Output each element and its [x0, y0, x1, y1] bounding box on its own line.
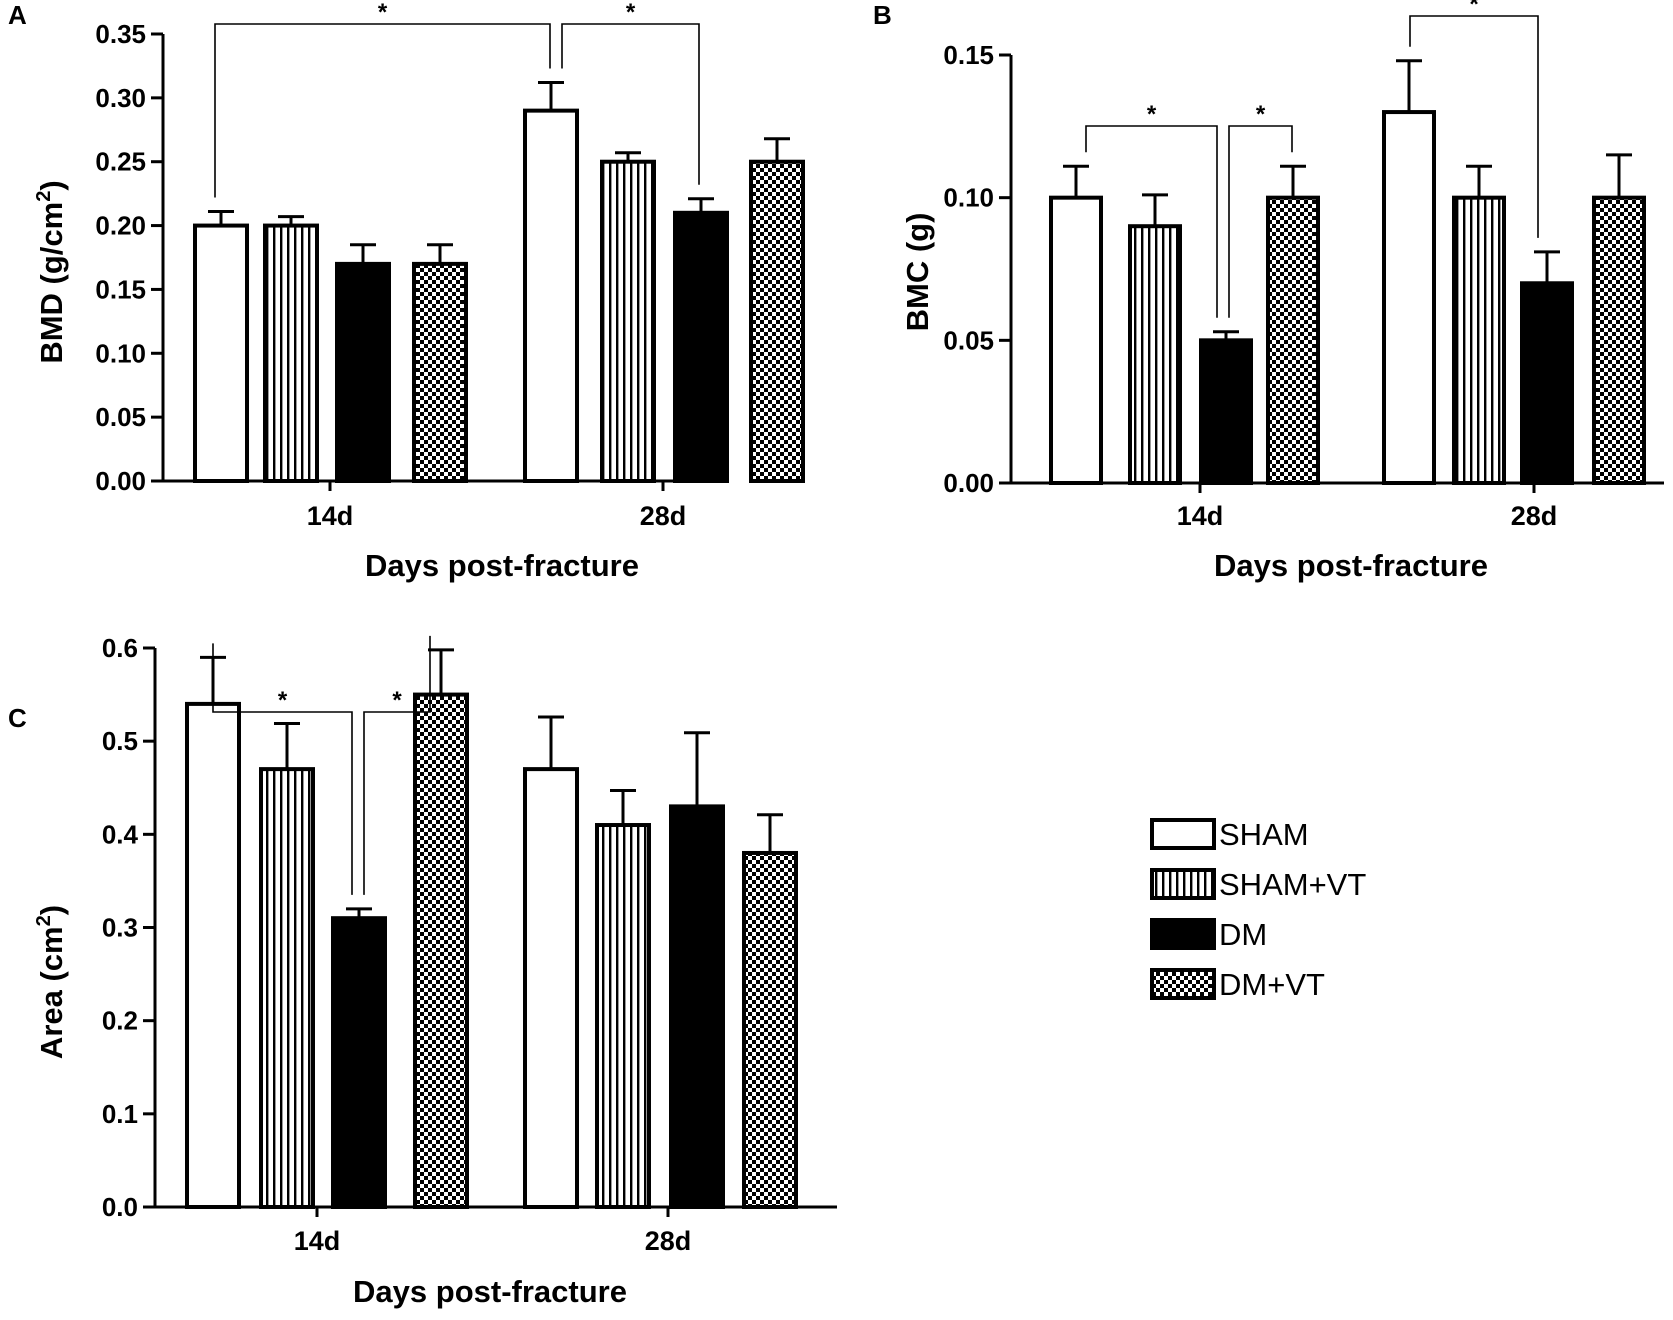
bar-dm-vt-14d: [412, 261, 468, 483]
y-tick-label: 0.05: [95, 402, 146, 432]
y-tick-label: 0.00: [943, 468, 994, 498]
bar-sham-vt-14d: [259, 767, 315, 1209]
y-tick-label: 0.2: [102, 1006, 138, 1036]
bar-sham-vt-28d: [1452, 195, 1506, 486]
legend-label: DM+VT: [1219, 967, 1325, 1002]
bar-dm-14d: [331, 916, 387, 1210]
bar-dm-28d: [669, 804, 725, 1210]
legend-item-sham-vt: SHAM+VT: [1150, 867, 1366, 902]
legend-swatch: [1150, 818, 1216, 850]
panel-label: A: [8, 0, 27, 30]
legend-label: SHAM+VT: [1219, 867, 1366, 902]
y-tick-label: 0.4: [102, 819, 139, 849]
chart-a: A 0.00 0.05 0.10 0.15 0.20 0.25 0.30 0.35 14d 28dD…: [8, 0, 805, 583]
y-tick-label: 0.30: [95, 83, 146, 113]
significance-star: *: [1256, 101, 1266, 128]
x-tick-label: 28d: [1511, 501, 1558, 531]
significance-star: *: [278, 687, 288, 714]
legend-swatch: [1150, 968, 1216, 1000]
bar-sham-vt-28d: [600, 159, 656, 483]
bar-sham-vt-14d: [1128, 224, 1182, 485]
y-axis-label: BMD (g/cm2): [33, 180, 69, 363]
bar-dm-14d: [1199, 338, 1253, 486]
y-tick-label: 0.00: [95, 466, 146, 496]
legend: SHAM SHAM+VT DM DM+VT: [1150, 817, 1366, 1002]
bar-sham-14d: [193, 223, 249, 483]
y-tick-label: 0.0: [102, 1192, 138, 1222]
y-tick-label: 0.25: [95, 147, 146, 177]
bar-sham-28d: [523, 767, 579, 1209]
significance-star: *: [378, 0, 388, 26]
y-tick-label: 0.10: [943, 183, 994, 213]
bar-dm-vt-14d: [1266, 195, 1320, 486]
bar-dm-14d: [335, 261, 391, 483]
bar-sham-vt-14d: [263, 223, 319, 483]
y-tick-label: 0.15: [943, 40, 994, 70]
x-tick-label: 14d: [1177, 501, 1224, 531]
bar-dm-28d: [673, 210, 729, 484]
legend-swatch: [1150, 918, 1216, 950]
y-tick-label: 0.15: [95, 274, 146, 304]
legend-label: DM: [1219, 917, 1267, 952]
x-axis-label: Days post-fracture: [1214, 548, 1488, 583]
y-tick-label: 0.1: [102, 1099, 138, 1129]
bar-dm-vt-28d: [749, 159, 805, 483]
significance-star: *: [1469, 0, 1479, 18]
x-axis-label: Days post-fracture: [353, 1274, 627, 1309]
significance-bracket: [1409, 15, 1539, 238]
x-axis-label: Days post-fracture: [365, 548, 639, 583]
significance-bracket: [214, 23, 551, 198]
significance-bracket: [363, 635, 431, 895]
legend-item-dm: DM: [1150, 917, 1267, 952]
y-tick-label: 0.10: [95, 338, 146, 368]
x-tick-label: 28d: [645, 1226, 692, 1256]
significance-star: *: [626, 0, 636, 26]
y-tick-label: 0.35: [95, 19, 146, 49]
bar-sham-28d: [523, 108, 579, 483]
significance-star: *: [1147, 101, 1157, 128]
bar-sham-28d: [1382, 110, 1436, 485]
panel-label: C: [8, 703, 27, 733]
y-tick-label: 0.3: [102, 913, 138, 943]
bar-sham-14d: [185, 701, 241, 1210]
legend-label: SHAM: [1219, 817, 1309, 852]
y-tick-label: 0.05: [943, 325, 994, 355]
bar-dm-28d: [1520, 281, 1574, 485]
significance-bracket: [1228, 125, 1293, 318]
legend-swatch: [1150, 868, 1216, 900]
bar-dm-vt-28d: [742, 850, 798, 1209]
significance-star: *: [392, 687, 402, 714]
panel-label: B: [873, 0, 892, 30]
bar-dm-vt-14d: [413, 692, 469, 1209]
y-tick-label: 0.20: [95, 211, 146, 241]
y-axis-label: BMC (g): [900, 213, 935, 332]
significance-bracket: [561, 23, 700, 185]
chart-b: B 0.00 0.05 0.10 0.15 14d 28d Days post-fractur…: [873, 0, 1664, 583]
bar-sham-vt-28d: [595, 823, 651, 1209]
significance-bracket: [1085, 125, 1218, 318]
legend-item-sham: SHAM: [1150, 817, 1309, 852]
y-tick-label: 0.5: [102, 726, 138, 756]
legend-item-dm-vt: DM+VT: [1150, 967, 1325, 1002]
bar-dm-vt-28d: [1592, 195, 1646, 486]
bar-sham-14d: [1049, 195, 1103, 486]
x-tick-label: 14d: [307, 501, 354, 531]
x-tick-label: 28d: [640, 501, 687, 531]
chart-c: C 0.0 0.1 0.2 0.3 0.4 0.5 0.6 14d 28d Days post-fr…: [8, 633, 837, 1309]
y-tick-label: 0.6: [102, 633, 138, 663]
y-axis-label: Area (cm2): [33, 905, 69, 1059]
significance-bracket: [212, 643, 353, 895]
x-tick-label: 14d: [294, 1226, 341, 1256]
